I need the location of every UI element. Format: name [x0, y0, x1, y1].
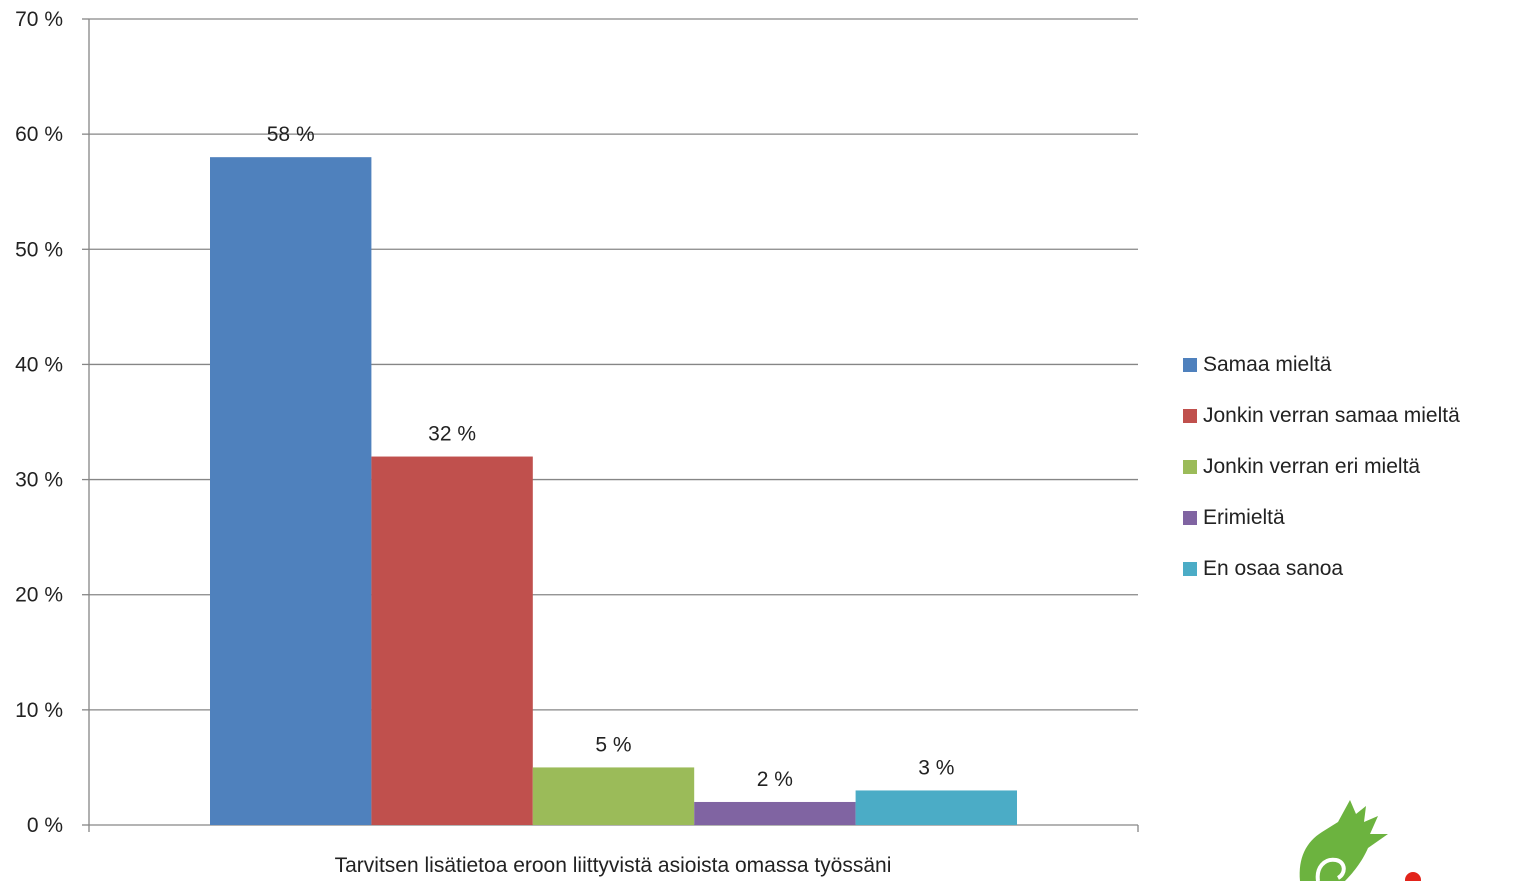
legend-label: Jonkin verran samaa mieltä: [1203, 403, 1460, 427]
y-tick-label: 0 %: [27, 814, 63, 837]
x-category-label: Tarvitsen lisätietoa eroon liittyvistä a…: [335, 854, 892, 877]
bar-erimieltä: [694, 801, 856, 825]
legend-item-erimielta: Erimieltä: [1183, 492, 1460, 543]
bar-value-label: 5 %: [595, 733, 631, 756]
bar-en-osaa-sanoa: [855, 790, 1017, 825]
bars: [210, 157, 1017, 825]
bar-samaa-mieltä: [210, 157, 372, 825]
y-tick-label: 30 %: [15, 469, 63, 492]
legend: Samaa mieltä Jonkin verran samaa mieltä …: [1183, 339, 1460, 594]
bar-value-label: 32 %: [428, 423, 476, 446]
bar-value-label: 2 %: [757, 768, 793, 791]
legend-item-jonkin-verran-eri-mielta: Jonkin verran eri mieltä: [1183, 441, 1460, 492]
y-tick-label: 40 %: [15, 353, 63, 376]
legend-swatch: [1183, 459, 1197, 474]
y-tick-label: 50 %: [15, 238, 63, 261]
y-tick-label: 60 %: [15, 123, 63, 146]
bar-jonkin-verran-samaa-mieltä: [371, 456, 533, 825]
legend-swatch: [1183, 408, 1197, 423]
legend-label: Erimieltä: [1203, 505, 1285, 529]
gecko-swirl: [1315, 857, 1346, 881]
legend-swatch: [1183, 561, 1197, 576]
legend-label: Samaa mieltä: [1203, 352, 1332, 376]
legend-item-jonkin-verran-samaa-mielta: Jonkin verran samaa mieltä: [1183, 390, 1460, 441]
y-tick-label: 10 %: [15, 699, 63, 722]
bar-jonkin-verran-eri-mieltä: [532, 767, 695, 825]
y-tick-label: 70 %: [15, 8, 63, 31]
legend-label: En osaa sanoa: [1203, 556, 1344, 580]
gecko-hand-shape: [1299, 800, 1388, 881]
data-labels: 58 % 32 % 5 % 2 % 3 %: [267, 123, 955, 791]
red-dot-icon: [1405, 872, 1421, 881]
gecko-logo: [1299, 800, 1421, 881]
legend-item-en-osaa-sanoa: En osaa sanoa: [1183, 543, 1460, 594]
legend-swatch: [1183, 510, 1197, 525]
legend-swatch: [1183, 357, 1197, 372]
y-tick-label: 20 %: [15, 584, 63, 607]
legend-label: Jonkin verran eri mieltä: [1203, 454, 1421, 478]
y-axis-ticks: 0 % 10 % 20 % 30 % 40 % 50 % 60 % 70 %: [15, 8, 89, 837]
bar-value-label: 3 %: [918, 756, 954, 779]
legend-item-samaa-mielta: Samaa mieltä: [1183, 339, 1460, 390]
bar-value-label: 58 %: [267, 123, 315, 146]
